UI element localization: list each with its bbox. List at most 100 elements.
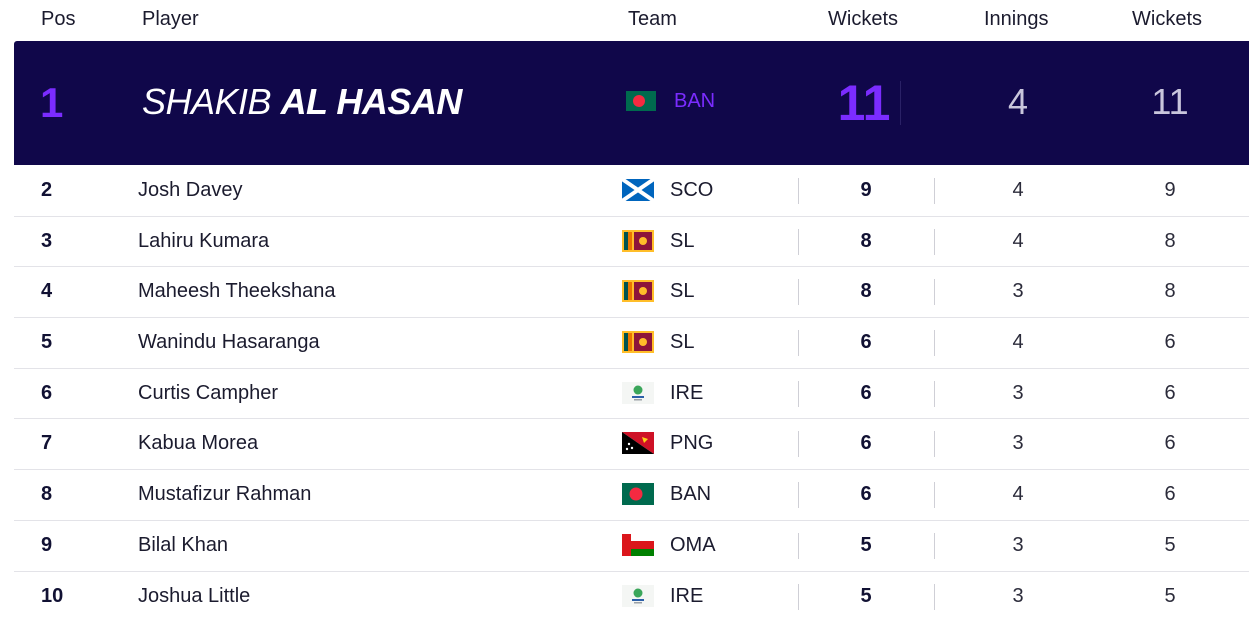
divider [798,533,799,559]
flag-sco-icon [622,179,654,201]
row-player-name[interactable]: Mustafizur Rahman [138,483,311,506]
row-pos: 7 [41,432,52,455]
divider [934,178,935,204]
header-innings[interactable]: Innings [984,8,1049,31]
table-header: Pos Player Team Wickets Innings Wickets [0,0,1249,40]
player-list: 2 Josh Davey SCO 9 4 9 3 Lahiru Kumara S… [0,166,1249,621]
row-player-name[interactable]: Lahiru Kumara [138,230,269,253]
table-row[interactable]: 5 Wanindu Hasaranga SL 6 4 6 [14,318,1249,369]
row-team: SL [670,331,694,354]
row-pos: 8 [41,483,52,506]
row-wickets-2: 5 [1110,534,1230,557]
divider [934,381,935,407]
row-pos: 3 [41,230,52,253]
row-pos: 2 [41,179,52,202]
row-wickets: 8 [806,280,926,303]
flag-png-icon [622,432,654,454]
divider [798,178,799,204]
row-innings: 4 [958,331,1078,354]
row-team: SL [670,230,694,253]
header-pos[interactable]: Pos [41,8,75,31]
row-innings: 4 [958,483,1078,506]
row-wickets-2: 6 [1110,331,1230,354]
flag-ire-icon [622,382,654,404]
divider [934,229,935,255]
row-innings: 3 [958,585,1078,608]
row-wickets-2: 9 [1110,179,1230,202]
leader-wickets-2: 11 [1110,81,1230,123]
table-row[interactable]: 4 Maheesh Theekshana SL 8 3 8 [14,267,1249,318]
divider [934,584,935,610]
row-wickets: 5 [806,585,926,608]
header-wickets[interactable]: Wickets [828,8,898,31]
flag-sl-icon [622,331,654,353]
table-row[interactable]: 2 Josh Davey SCO 9 4 9 [14,166,1249,217]
row-innings: 3 [958,534,1078,557]
leader-first-name: SHAKIB [142,81,271,122]
row-wickets-2: 8 [1110,280,1230,303]
table-row[interactable]: 7 Kabua Morea PNG 6 3 6 [14,419,1249,470]
divider [798,381,799,407]
row-innings: 3 [958,280,1078,303]
header-team[interactable]: Team [628,8,677,31]
row-wickets-2: 6 [1110,432,1230,455]
leader-wickets: 11 [804,74,924,132]
row-pos: 5 [41,331,52,354]
row-wickets: 6 [806,331,926,354]
row-player-name[interactable]: Maheesh Theekshana [138,280,336,303]
row-pos: 9 [41,534,52,557]
row-wickets-2: 8 [1110,230,1230,253]
header-player[interactable]: Player [142,8,199,31]
row-pos: 4 [41,280,52,303]
row-wickets-2: 5 [1110,585,1230,608]
flag-ban-icon [622,483,654,505]
row-player-name[interactable]: Curtis Campher [138,382,278,405]
row-player-name[interactable]: Joshua Little [138,585,250,608]
flag-ire-icon [622,585,654,607]
row-player-name[interactable]: Bilal Khan [138,534,228,557]
row-wickets: 6 [806,432,926,455]
row-pos: 6 [41,382,52,405]
divider [934,330,935,356]
flag-sl-icon [622,280,654,302]
divider [934,279,935,305]
divider [934,482,935,508]
leader-pos: 1 [40,79,63,127]
leader-row[interactable]: 1 SHAKIB AL HASAN BAN 11 4 11 [14,41,1249,165]
row-wickets-2: 6 [1110,382,1230,405]
flag-sl-icon [622,230,654,252]
divider [900,81,901,125]
divider [798,330,799,356]
table-row[interactable]: 8 Mustafizur Rahman BAN 6 4 6 [14,470,1249,521]
row-team: IRE [670,585,703,608]
divider [934,431,935,457]
header-wickets-2[interactable]: Wickets [1132,8,1202,31]
divider [798,584,799,610]
row-team: SL [670,280,694,303]
flag-oma-icon [622,534,654,556]
row-player-name[interactable]: Wanindu Hasaranga [138,331,320,354]
table-row[interactable]: 3 Lahiru Kumara SL 8 4 8 [14,217,1249,268]
table-row[interactable]: 10 Joshua Little IRE 5 3 5 [14,572,1249,621]
row-player-name[interactable]: Kabua Morea [138,432,258,455]
row-wickets: 5 [806,534,926,557]
row-innings: 3 [958,432,1078,455]
row-team: OMA [670,534,716,557]
row-innings: 3 [958,382,1078,405]
row-wickets-2: 6 [1110,483,1230,506]
table-row[interactable]: 6 Curtis Campher IRE 6 3 6 [14,369,1249,420]
leader-innings: 4 [958,81,1078,123]
row-team: BAN [670,483,711,506]
row-player-name[interactable]: Josh Davey [138,179,243,202]
row-wickets: 9 [806,179,926,202]
row-pos: 10 [41,585,63,608]
row-wickets: 6 [806,483,926,506]
leader-name[interactable]: SHAKIB AL HASAN [142,81,462,123]
row-innings: 4 [958,230,1078,253]
divider [798,229,799,255]
divider [798,279,799,305]
row-innings: 4 [958,179,1078,202]
row-team: PNG [670,432,713,455]
divider [934,533,935,559]
table-row[interactable]: 9 Bilal Khan OMA 5 3 5 [14,521,1249,572]
